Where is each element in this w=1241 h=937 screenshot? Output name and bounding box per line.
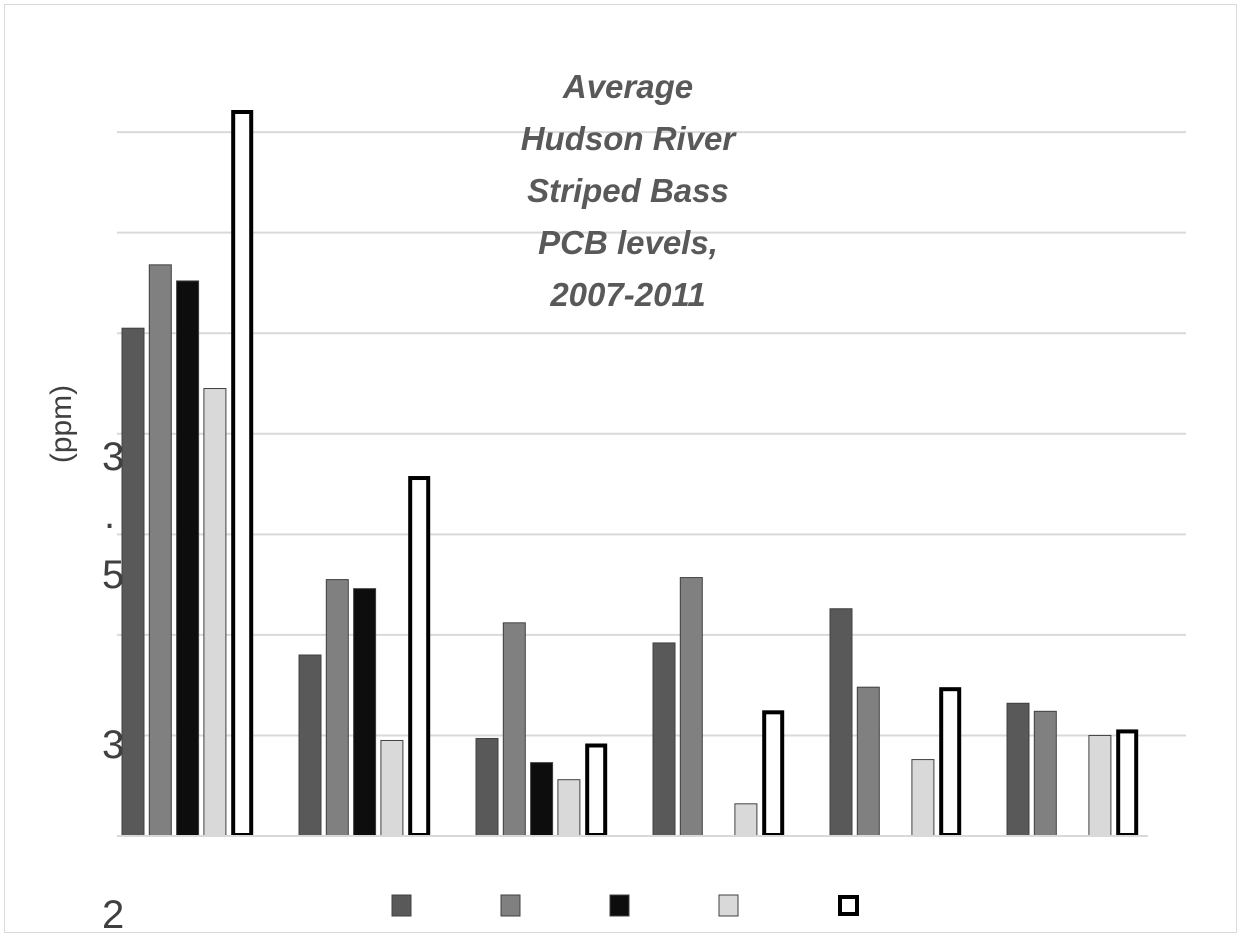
title-line-1: Average xyxy=(562,68,693,105)
legend xyxy=(391,894,859,917)
bar xyxy=(325,579,349,837)
legend-swatch xyxy=(391,894,412,917)
bar xyxy=(475,737,499,837)
y-tick-fragments: 3 . 5 3 2 xyxy=(102,435,124,937)
bar xyxy=(762,710,785,837)
legend-swatch xyxy=(838,895,859,916)
chart-frame xyxy=(4,4,1237,933)
bar xyxy=(652,642,676,837)
y-tick-label: 5 xyxy=(102,553,124,597)
bar xyxy=(148,264,172,837)
bar xyxy=(1116,729,1139,838)
y-tick-label: . xyxy=(104,493,115,537)
bar xyxy=(408,476,431,837)
bar xyxy=(176,280,200,837)
y-tick-label: 3 xyxy=(102,435,124,479)
bar xyxy=(121,327,145,837)
bar xyxy=(530,762,554,837)
bar xyxy=(380,739,404,837)
gridlines xyxy=(117,131,1186,737)
bar xyxy=(734,803,758,837)
bar xyxy=(829,608,853,837)
title-line-5: 2007-2011 xyxy=(549,276,705,313)
bar xyxy=(231,110,254,837)
title-line-3: Striped Bass xyxy=(527,172,729,209)
legend-swatch xyxy=(609,894,630,917)
legend-swatch xyxy=(718,894,739,917)
bar xyxy=(353,588,377,837)
bar xyxy=(1088,734,1112,837)
bar xyxy=(939,687,962,838)
bar xyxy=(679,577,703,837)
bar xyxy=(203,388,227,837)
bar xyxy=(502,622,526,837)
bar xyxy=(911,759,935,837)
bar xyxy=(557,779,581,837)
y-axis-label: (ppm) xyxy=(45,385,78,463)
bar xyxy=(298,654,322,837)
legend-swatch xyxy=(500,894,521,917)
bar xyxy=(585,743,608,837)
y-tick-label: 3 xyxy=(102,723,124,767)
bar xyxy=(1006,702,1030,837)
bar xyxy=(1033,710,1057,837)
title-line-4: PCB levels, xyxy=(538,224,718,261)
bars xyxy=(121,110,1139,838)
chart-title: Average Hudson River Striped Bass PCB le… xyxy=(521,68,738,313)
title-line-2: Hudson River xyxy=(521,120,738,157)
bar xyxy=(856,686,880,837)
y-tick-label: 2 xyxy=(102,893,124,937)
